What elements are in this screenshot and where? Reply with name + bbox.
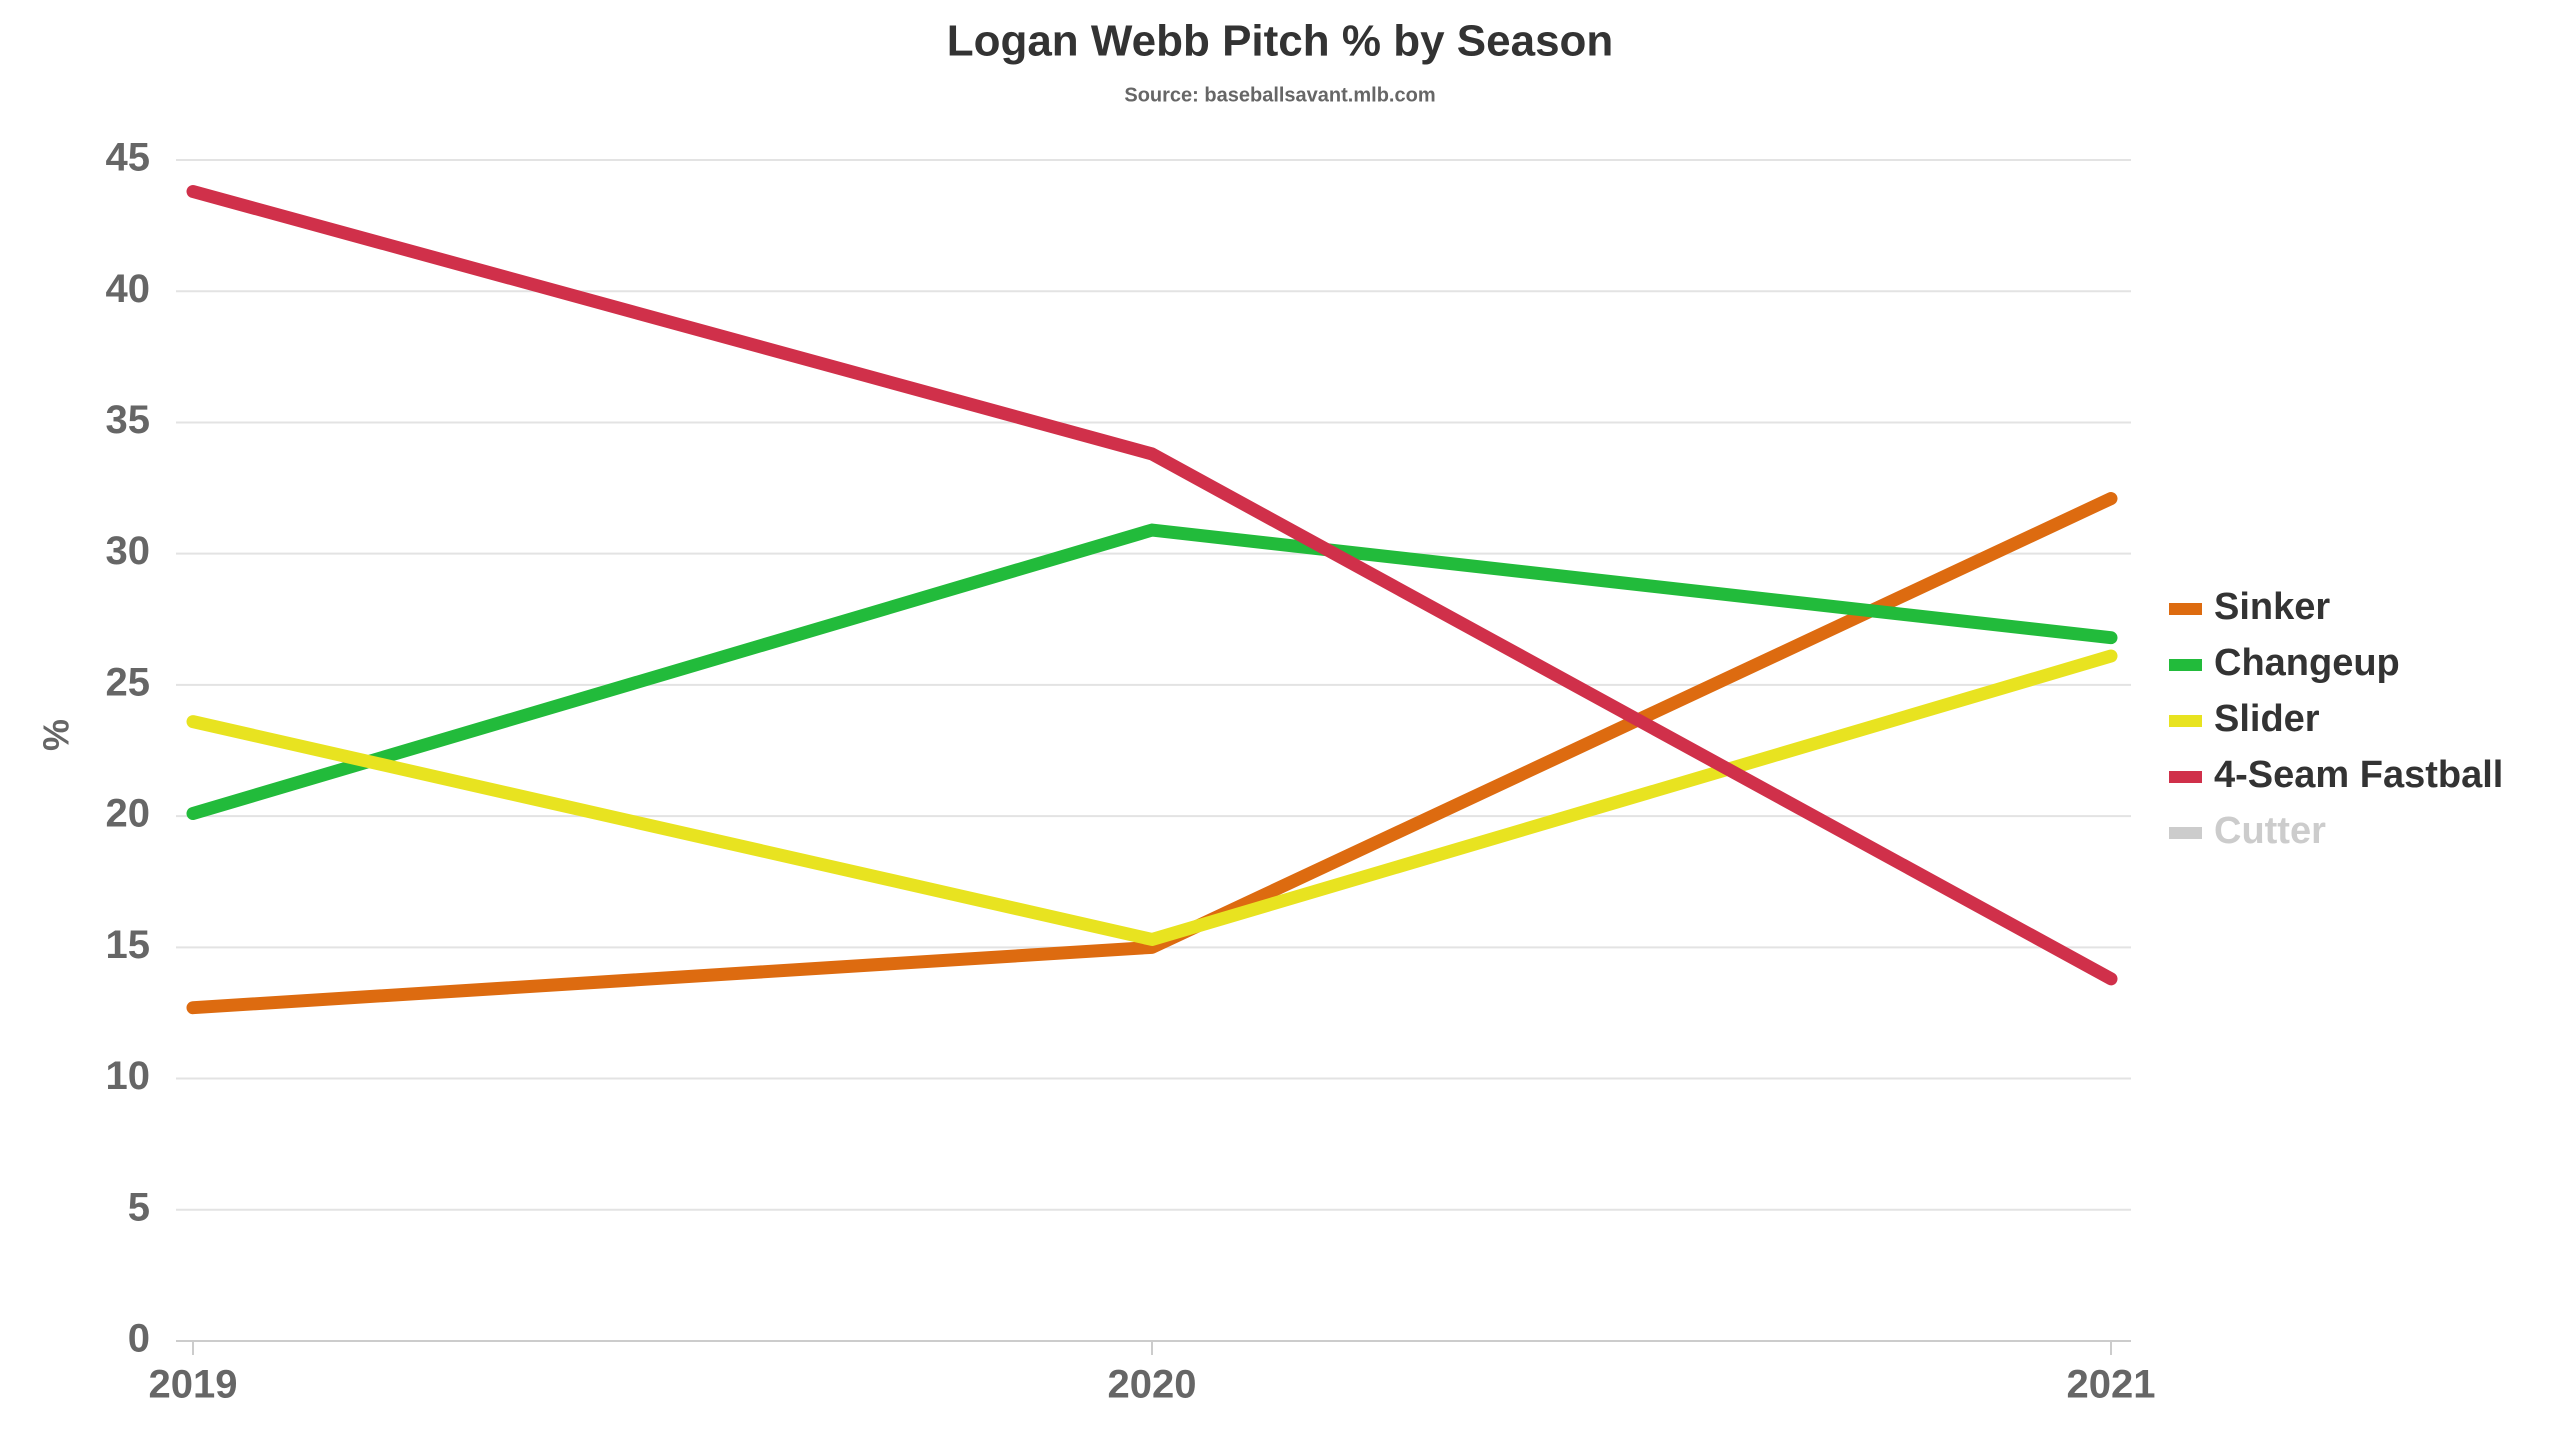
x-tick-label: 2019 xyxy=(149,1363,238,1407)
legend-label: Sinker xyxy=(2214,586,2330,628)
y-tick-label: 30 xyxy=(106,529,151,573)
y-tick-label: 15 xyxy=(106,923,151,967)
y-tick-label: 45 xyxy=(106,136,151,180)
legend-label: Changeup xyxy=(2214,642,2400,684)
y-tick-label: 10 xyxy=(106,1054,151,1098)
series-line xyxy=(186,184,2118,986)
y-tick-label: 35 xyxy=(106,398,151,442)
legend-label: Slider xyxy=(2214,698,2320,740)
y-tick-label: 25 xyxy=(106,660,151,704)
series-line xyxy=(186,649,2118,946)
legend-swatch xyxy=(2169,715,2202,727)
series-line xyxy=(186,523,2118,820)
y-tick-label: 40 xyxy=(106,267,151,311)
y-tick-label: 0 xyxy=(128,1317,150,1361)
x-tick-label: 2020 xyxy=(1108,1363,1197,1407)
y-tick-label: 5 xyxy=(128,1185,150,1229)
legend-swatch xyxy=(2169,659,2202,671)
y-tick-label: 20 xyxy=(106,792,151,836)
legend-label: 4-Seam Fastball xyxy=(2214,754,2503,796)
y-axis-label: % xyxy=(36,719,77,751)
chart-subtitle: Source: baseballsavant.mlb.com xyxy=(1124,84,1435,106)
chart-title: Logan Webb Pitch % by Season xyxy=(947,17,1614,66)
x-tick-label: 2021 xyxy=(2067,1363,2156,1407)
series-line xyxy=(186,492,2118,1015)
legend-swatch xyxy=(2169,771,2202,783)
legend-label: Cutter xyxy=(2214,810,2326,852)
legend-swatch xyxy=(2169,827,2202,839)
legend-swatch xyxy=(2169,603,2202,615)
